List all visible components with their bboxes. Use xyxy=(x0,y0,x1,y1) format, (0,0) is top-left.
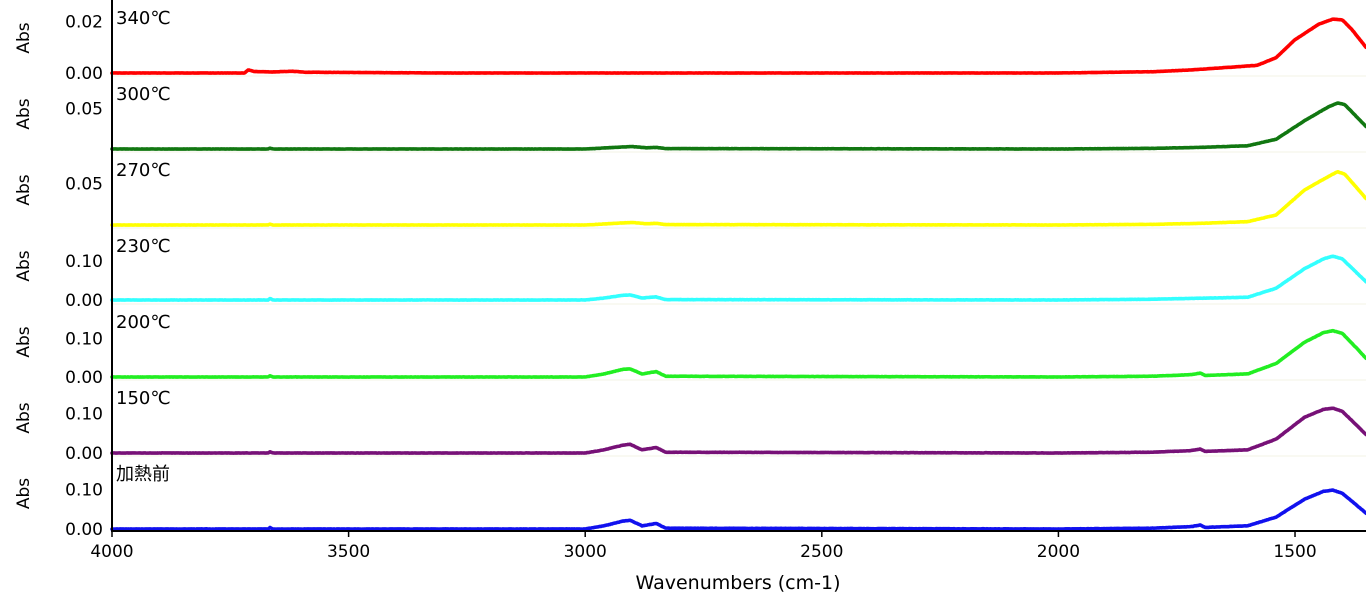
panel-4: Abs 0.10 0.00 200℃ xyxy=(14,312,1366,388)
y-tick-label: 0.02 xyxy=(65,13,103,33)
y-tick-label: 0.00 xyxy=(65,64,103,84)
series-line-0 xyxy=(110,17,1366,75)
series-line-2 xyxy=(110,170,1366,227)
series-line-6 xyxy=(110,488,1366,531)
x-tick-label: 3500 xyxy=(327,542,370,562)
series-label: 150℃ xyxy=(116,388,171,409)
y-tick-label: 0.10 xyxy=(65,252,103,272)
y-tick-label: 0.10 xyxy=(65,480,103,500)
panel-6: Abs 0.10 0.00 加熱前 xyxy=(14,464,1366,540)
y-axis-label: Abs xyxy=(14,402,34,433)
series-label: 340℃ xyxy=(116,8,171,29)
x-tick-label: 4000 xyxy=(90,542,133,562)
x-tick-label: 1500 xyxy=(1273,542,1316,562)
series-label: 270℃ xyxy=(116,160,171,181)
series-line-4 xyxy=(110,328,1366,379)
y-axis-label: Abs xyxy=(14,478,34,509)
x-tick-label: 2500 xyxy=(800,542,843,562)
x-tick-label: 2000 xyxy=(1037,542,1080,562)
y-tick-label: 0.10 xyxy=(65,329,103,349)
panel-5: Abs 0.10 0.00 150℃ xyxy=(14,388,1366,464)
x-tick-label: 3000 xyxy=(564,542,607,562)
panel-2: Abs 0.05 270℃ xyxy=(14,160,1366,229)
series-line-3 xyxy=(110,254,1366,302)
y-axis-label: Abs xyxy=(14,98,34,129)
panel-0: Abs 0.02 0.00 340℃ xyxy=(14,8,1366,84)
panel-3: Abs 0.10 0.00 230℃ xyxy=(14,236,1366,311)
y-tick-label: 0.00 xyxy=(65,520,103,540)
series-label: 加熱前 xyxy=(116,464,170,485)
y-tick-label: 0.05 xyxy=(65,174,103,194)
y-tick-label: 0.10 xyxy=(65,404,103,424)
y-axis-label: Abs xyxy=(14,174,34,205)
panel-1: Abs 0.05 300℃ xyxy=(14,84,1366,153)
y-tick-label: 0.05 xyxy=(65,100,103,120)
series-label: 200℃ xyxy=(116,312,171,333)
y-axis-label: Abs xyxy=(14,250,34,281)
series-line-1 xyxy=(110,101,1366,151)
y-tick-label: 0.00 xyxy=(65,291,103,311)
series-label: 300℃ xyxy=(116,84,171,105)
x-axis-label: Wavenumbers (cm-1) xyxy=(636,572,841,594)
x-axis: 4000350030002500200015001000 xyxy=(90,0,1366,562)
y-tick-label: 0.00 xyxy=(65,368,103,388)
y-axis-label: Abs xyxy=(14,22,34,53)
y-tick-label: 0.00 xyxy=(65,444,103,464)
series-line-5 xyxy=(110,406,1366,455)
y-axis-label: Abs xyxy=(14,326,34,357)
series-label: 230℃ xyxy=(116,236,171,257)
